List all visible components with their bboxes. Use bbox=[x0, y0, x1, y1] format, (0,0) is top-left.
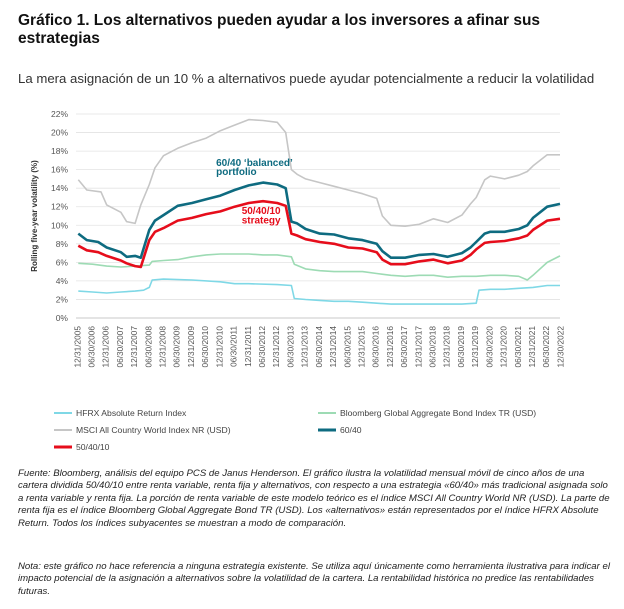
x-tick-label: 12/31/2009 bbox=[186, 326, 196, 368]
x-tick-label: 12/31/2020 bbox=[499, 326, 509, 368]
y-tick-label: 18% bbox=[51, 146, 68, 156]
x-tick-label: 12/31/2005 bbox=[72, 326, 82, 368]
note-text: Nota: este gráfico no hace referencia a … bbox=[18, 561, 610, 597]
y-axis-ticks: 0% 2% 4% 6% 8% 10% 12% 14% 16% 18% 20% 22% bbox=[51, 109, 68, 323]
x-tick-label: 12/31/2007 bbox=[129, 326, 139, 368]
source-text: Fuente: Bloomberg, análisis del equipo P… bbox=[18, 468, 610, 529]
volatility-chart: 0% 2% 4% 6% 8% 10% 12% 14% 16% 18% 20% 22% 12/31/20… bbox=[30, 109, 565, 452]
x-tick-label: 06/30/2021 bbox=[513, 326, 523, 368]
x-tick-label: 06/30/2011 bbox=[229, 326, 239, 367]
series-line-sixty-forty bbox=[77, 181, 561, 260]
y-tick-label: 14% bbox=[51, 183, 68, 193]
x-tick-label: 12/31/2017 bbox=[413, 326, 423, 368]
legend: HFRX Absolute Return Index Bloomberg Glob… bbox=[54, 408, 536, 452]
x-tick-label: 06/30/2012 bbox=[257, 326, 267, 368]
x-tick-label: 12/31/2016 bbox=[385, 326, 395, 368]
series-lines bbox=[77, 118, 561, 305]
x-tick-label: 06/30/2022 bbox=[541, 326, 551, 368]
x-tick-label: 06/30/2006 bbox=[86, 326, 96, 368]
x-tick-label: 12/31/2015 bbox=[356, 326, 366, 368]
legend-label: 50/40/10 bbox=[76, 442, 110, 452]
x-tick-label: 12/31/2010 bbox=[214, 326, 224, 368]
annotation-label: 60/40 ‘balanced’ bbox=[216, 158, 293, 169]
y-tick-label: 8% bbox=[56, 239, 69, 249]
x-tick-label: 06/30/2008 bbox=[143, 326, 153, 368]
x-tick-label: 06/30/2015 bbox=[342, 326, 352, 368]
x-tick-label: 06/30/2013 bbox=[285, 326, 295, 368]
x-tick-label: 06/30/2009 bbox=[172, 326, 182, 368]
legend-label: Bloomberg Global Aggregate Bond Index TR… bbox=[340, 408, 536, 418]
x-tick-label: 06/30/2007 bbox=[115, 326, 125, 368]
legend-label: 60/40 bbox=[340, 425, 362, 435]
y-tick-label: 0% bbox=[56, 313, 69, 323]
x-tick-label: 06/30/2018 bbox=[428, 326, 438, 368]
legend-label: HFRX Absolute Return Index bbox=[76, 408, 187, 418]
series-line-msci bbox=[77, 118, 560, 227]
x-tick-label: 06/30/2010 bbox=[200, 326, 210, 368]
x-tick-label: 06/30/2016 bbox=[371, 326, 381, 368]
x-tick-label: 12/30/2022 bbox=[555, 326, 565, 368]
x-tick-label: 12/31/2012 bbox=[271, 326, 281, 368]
annotation-label: strategy bbox=[242, 215, 281, 226]
y-tick-label: 12% bbox=[51, 202, 68, 212]
legend-label: MSCI All Country World Index NR (USD) bbox=[76, 425, 231, 435]
x-tick-label: 06/30/2019 bbox=[456, 326, 466, 368]
y-tick-label: 16% bbox=[51, 165, 68, 175]
x-tick-label: 12/31/2006 bbox=[101, 326, 111, 368]
x-tick-label: 12/31/2014 bbox=[328, 326, 338, 368]
y-tick-label: 20% bbox=[51, 128, 68, 138]
y-axis-label: Rolling five-year volatility (%) bbox=[30, 160, 39, 272]
x-tick-label: 12/31/2011 bbox=[243, 326, 253, 367]
x-tick-label: 12/31/2019 bbox=[470, 326, 480, 368]
series-line-fifty-forty-ten bbox=[77, 199, 561, 269]
y-tick-label: 2% bbox=[56, 294, 69, 304]
x-tick-label: 12/31/2018 bbox=[442, 326, 452, 368]
series-line-bloomberg bbox=[78, 253, 561, 281]
x-tick-label: 06/30/2020 bbox=[484, 326, 494, 368]
x-tick-label: 06/30/2017 bbox=[399, 326, 409, 368]
grid bbox=[76, 113, 560, 319]
x-tick-label: 12/31/2013 bbox=[300, 326, 310, 368]
x-tick-label: 06/30/2014 bbox=[314, 326, 324, 368]
y-tick-label: 4% bbox=[56, 276, 69, 286]
y-tick-label: 22% bbox=[51, 109, 68, 119]
chart-subtitle: La mera asignación de un 10 % a alternat… bbox=[18, 71, 595, 86]
y-tick-label: 6% bbox=[56, 257, 69, 267]
y-tick-label: 10% bbox=[51, 220, 68, 230]
annotations: 60/40 ‘balanced’portfolio 50/40/10strateg… bbox=[216, 158, 293, 226]
x-axis-ticks: 12/31/2005 06/30/2006 12/31/2006 06/30/2007… bbox=[72, 326, 565, 368]
x-tick-label: 12/31/2021 bbox=[527, 326, 537, 368]
annotation-label: portfolio bbox=[216, 167, 257, 178]
chart-title: Gráfico 1. Los alternativos pueden ayuda… bbox=[18, 12, 541, 47]
x-tick-label: 12/31/2008 bbox=[158, 326, 168, 368]
series-line-hfrx bbox=[78, 278, 560, 305]
annotation-label: 50/40/10 bbox=[242, 206, 281, 217]
